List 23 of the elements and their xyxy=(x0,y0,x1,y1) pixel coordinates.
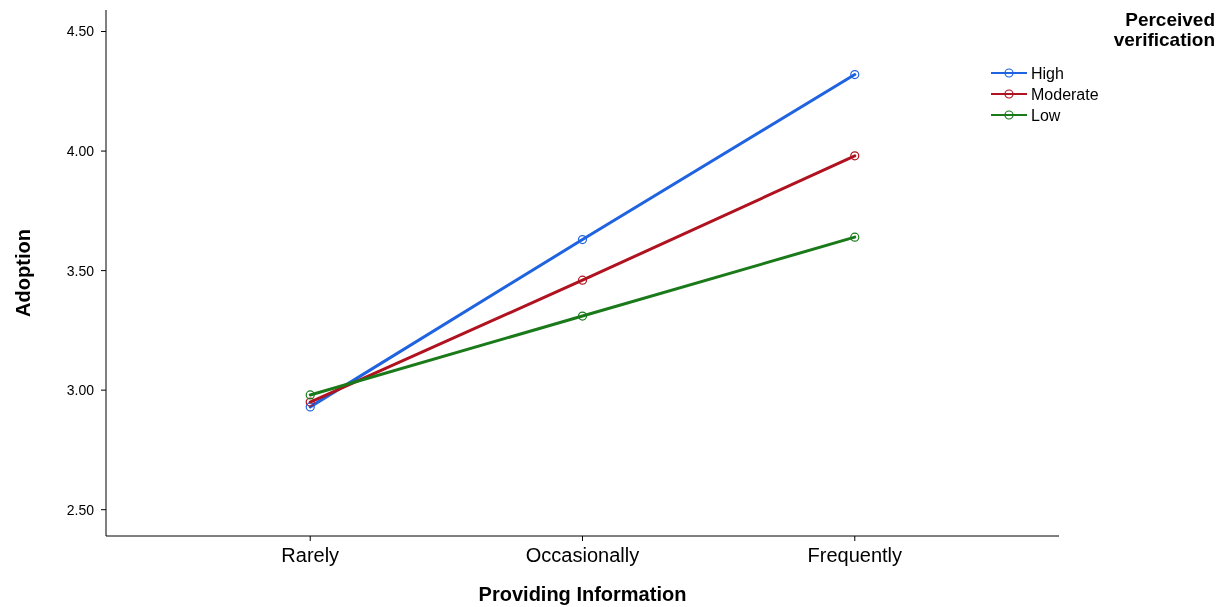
point xyxy=(305,402,315,412)
point xyxy=(577,234,588,245)
y-tick-label: 3.00 xyxy=(66,382,95,399)
point xyxy=(577,275,588,285)
y-tick-label: 3.50 xyxy=(66,262,95,279)
point xyxy=(850,151,860,161)
y-axis-title: Adoption xyxy=(12,229,34,317)
y-tick-label: 2.50 xyxy=(66,501,95,518)
x-tick-label: Occasionally xyxy=(525,544,640,566)
point xyxy=(850,69,860,80)
point xyxy=(305,397,315,407)
x-axis-title: Providing Information xyxy=(478,583,687,605)
point xyxy=(305,390,315,400)
legend-label: Moderate xyxy=(1031,85,1099,103)
point xyxy=(577,311,588,321)
legend-label: Low xyxy=(1031,106,1061,124)
y-tick-label: 4.00 xyxy=(66,142,95,159)
legend-title: Perceived verification xyxy=(1113,9,1215,50)
x-tick-label: Frequently xyxy=(807,544,903,566)
point xyxy=(850,232,860,242)
legend-label: High xyxy=(1031,64,1064,82)
y-tick-label: 4.50 xyxy=(66,23,95,40)
x-tick-label: Rarely xyxy=(281,544,340,566)
